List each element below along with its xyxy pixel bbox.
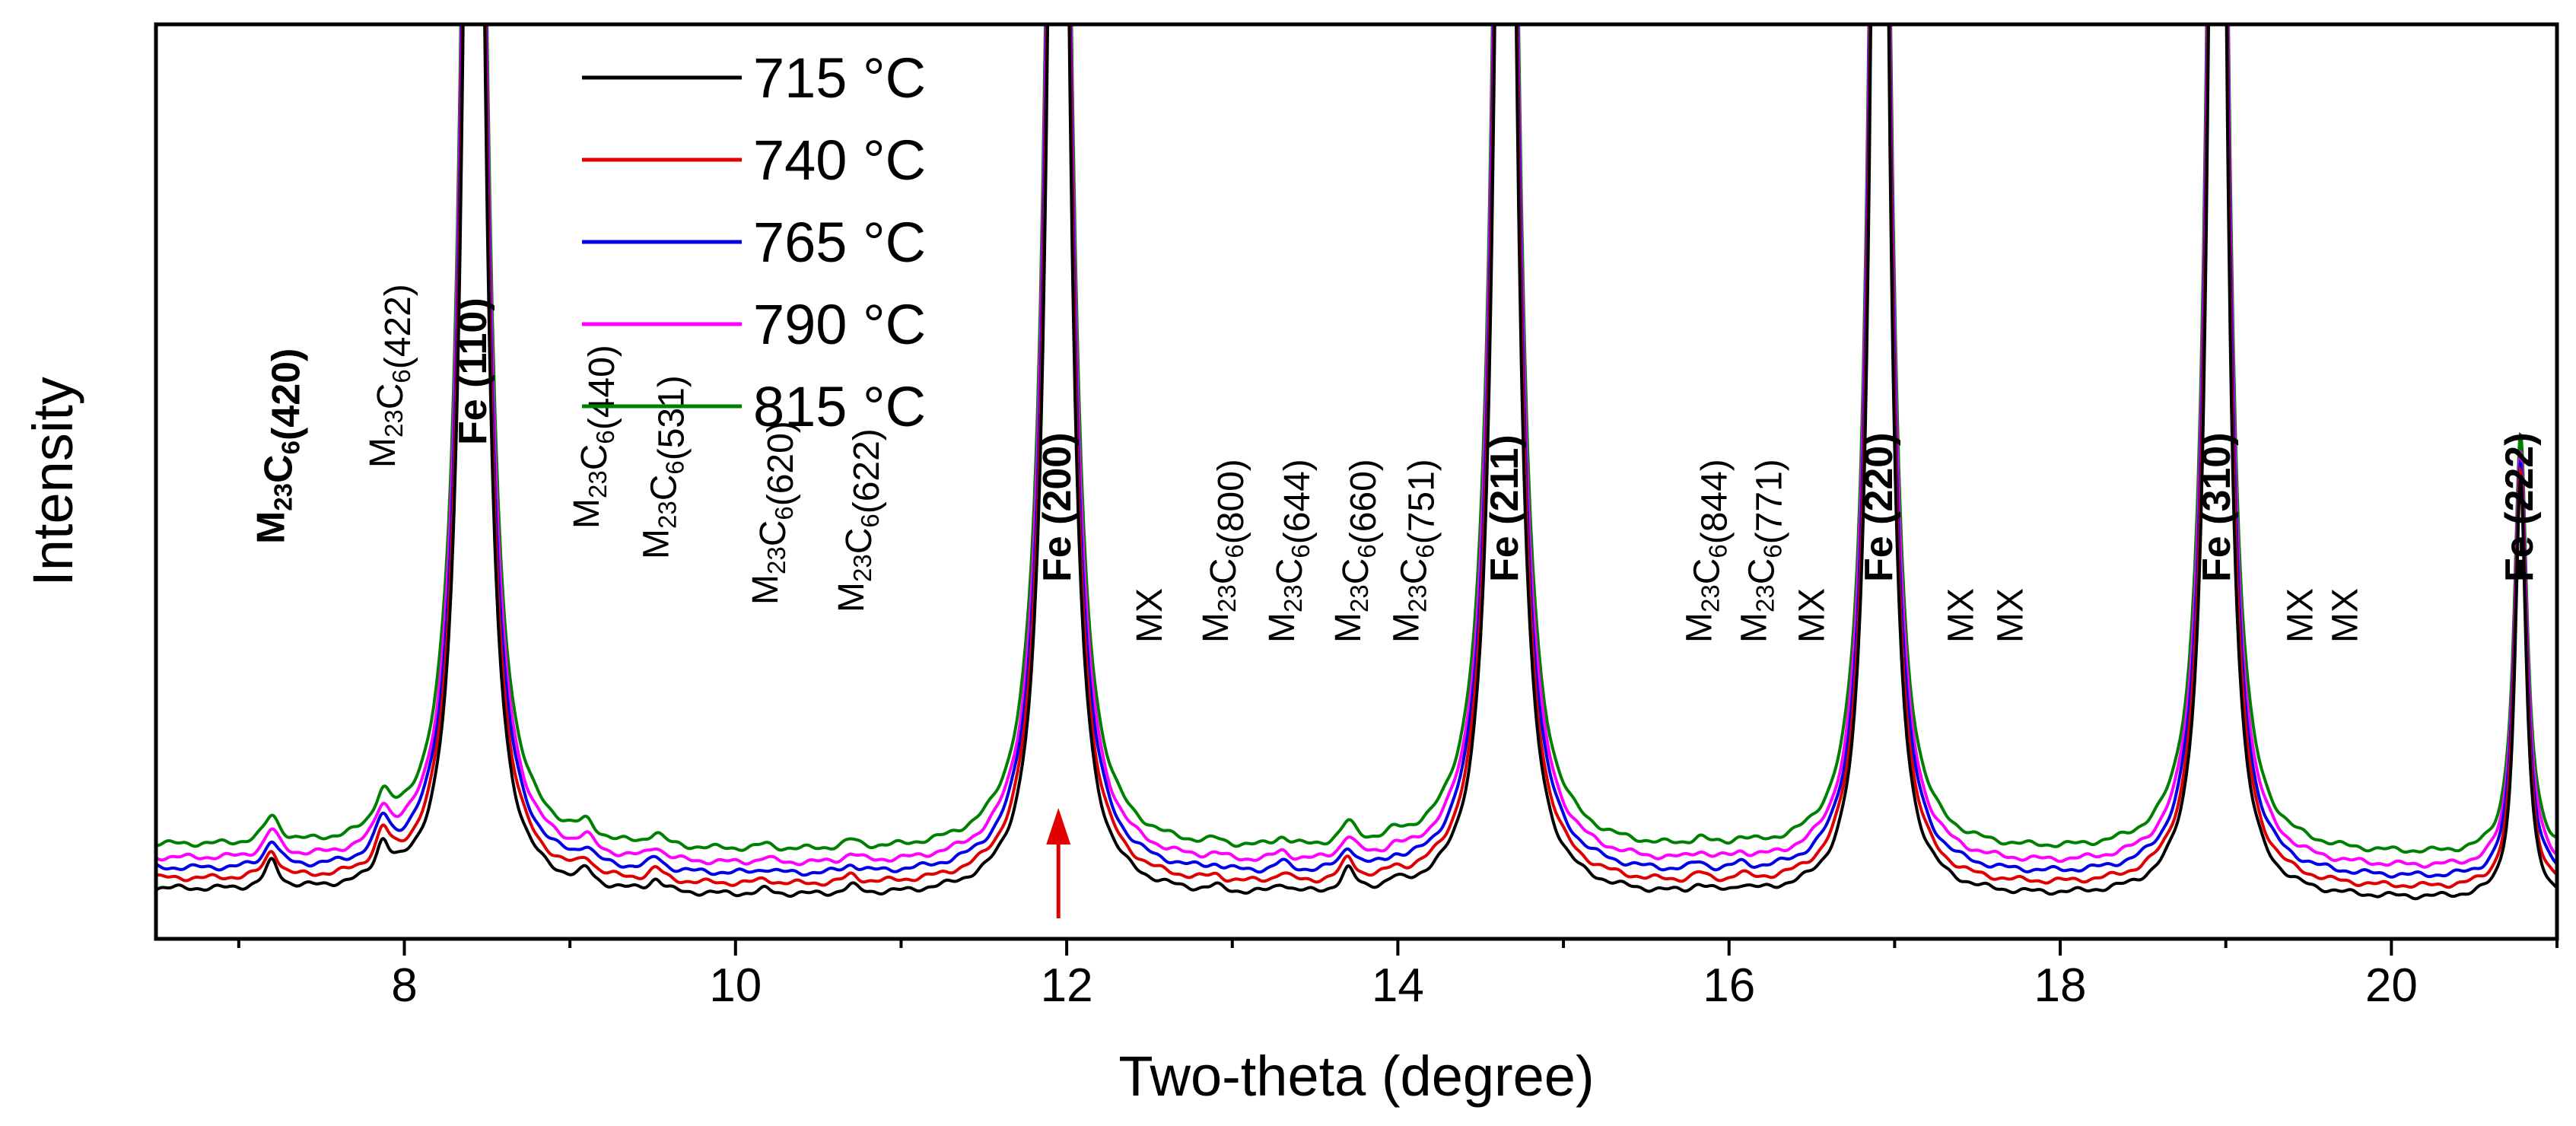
peak-label: MX — [1130, 588, 1170, 643]
x-tick-label: 18 — [2034, 959, 2087, 1012]
axis-layer: 8 10 12 14 16 18 20 — [237, 939, 2559, 1012]
peak-label: M23C6(440) — [567, 345, 622, 529]
series-line-740c — [156, 24, 2557, 889]
x-tick-label: 10 — [709, 959, 762, 1012]
x-tick-label: 14 — [1372, 959, 1424, 1012]
peak-label: M23C6(644) — [1262, 459, 1318, 643]
legend-label: 740 °C — [753, 129, 926, 192]
x-tick-label: 16 — [1703, 959, 1755, 1012]
x-tick-label: 20 — [2365, 959, 2418, 1012]
series-line-715c — [156, 24, 2557, 901]
peak-label: M23C6(620) — [746, 421, 801, 605]
legend-label: 790 °C — [753, 293, 926, 356]
annotation-layer: M23C6(420) M23C6(422) Fe (110) M23C6(440) M2… — [249, 284, 2542, 918]
x-tick-label: 8 — [391, 959, 417, 1012]
series-line-765c — [156, 24, 2557, 879]
series-line-790c — [156, 24, 2557, 869]
peak-label: MX — [1792, 588, 1833, 643]
series-layer — [156, 24, 2557, 901]
peak-label: M23C6(531) — [636, 375, 692, 559]
peak-label: M23C6(844) — [1680, 459, 1735, 643]
peak-label: Fe (222) — [2498, 432, 2542, 582]
peak-label: MX — [1991, 588, 2031, 643]
peak-label: MX — [2325, 588, 2365, 643]
y-axis-title: Intensity — [21, 377, 84, 587]
x-axis-title: Two-theta (degree) — [1118, 1045, 1594, 1108]
peak-label: M23C6(420) — [249, 348, 308, 544]
legend-label: 765 °C — [753, 211, 926, 274]
peak-label: M23C6(660) — [1328, 459, 1384, 643]
plot-frame — [154, 22, 2559, 941]
peak-label: MX — [2281, 588, 2321, 643]
peak-label: Fe (220) — [1857, 432, 1901, 582]
peak-label: M23C6(800) — [1196, 459, 1251, 643]
peak-label: M23C6(771) — [1734, 459, 1789, 643]
legend-label: 715 °C — [753, 46, 926, 110]
legend-label: 815 °C — [753, 375, 926, 438]
peak-label: MX — [1941, 588, 1981, 643]
peak-label: M23C6(622) — [832, 428, 887, 612]
peak-label: Fe (211) — [1483, 434, 1527, 582]
peak-label: Fe (110) — [451, 297, 495, 445]
peak-label: Fe (200) — [1035, 432, 1080, 582]
x-tick-label: 12 — [1041, 959, 1093, 1012]
peak-label: Fe (310) — [2195, 432, 2239, 582]
peak-label: M23C6(751) — [1386, 459, 1442, 643]
legend: 715 °C 740 °C 765 °C 790 °C 815 °C — [582, 46, 926, 438]
arrow-head — [1046, 808, 1071, 844]
series-line-815c — [156, 24, 2557, 854]
peak-label: M23C6(422) — [363, 284, 418, 468]
